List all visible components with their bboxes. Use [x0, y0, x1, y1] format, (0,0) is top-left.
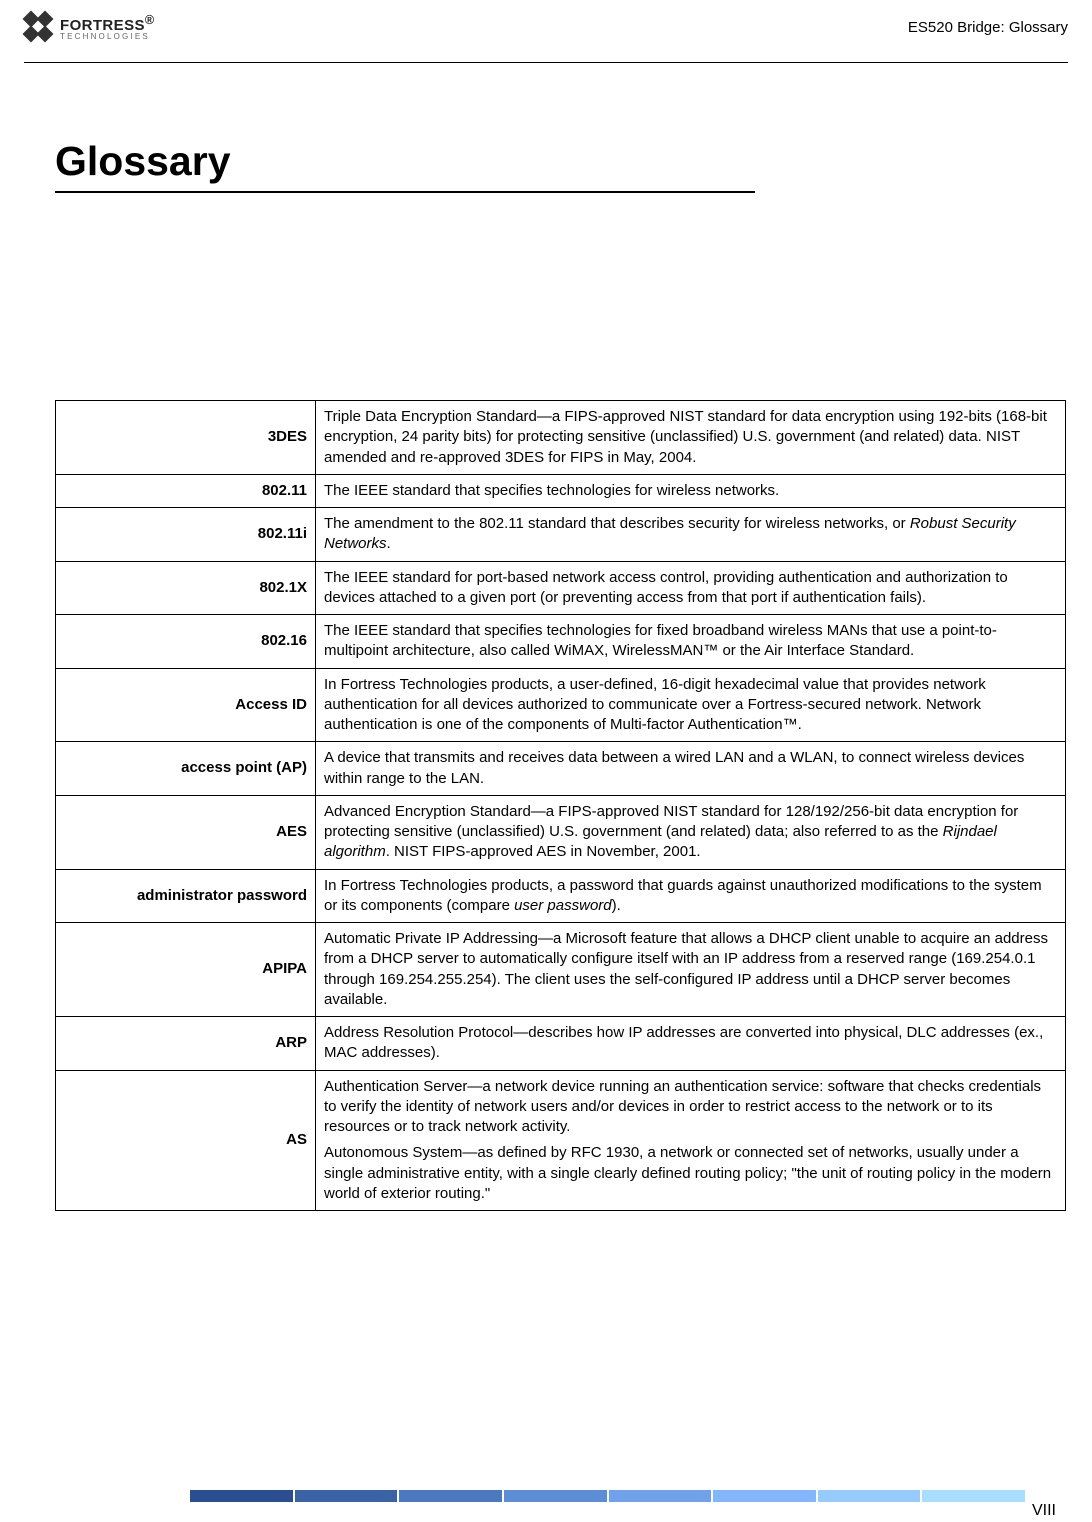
glossary-definition: A device that transmits and receives dat… [316, 742, 1066, 796]
glossary-row: 802.1XThe IEEE standard for port-based n… [56, 561, 1066, 615]
glossary-definition: Authentication Server—a network device r… [316, 1070, 1066, 1211]
glossary-term: APIPA [56, 923, 316, 1017]
glossary-term: access point (AP) [56, 742, 316, 796]
brand-logo: FORTRESS® TECHNOLOGIES [24, 12, 155, 42]
glossary-definition: In Fortress Technologies products, a pas… [316, 869, 1066, 923]
glossary-row: 802.16The IEEE standard that specifies t… [56, 615, 1066, 669]
glossary-row: APIPAAutomatic Private IP Addressing—a M… [56, 923, 1066, 1017]
glossary-term: administrator password [56, 869, 316, 923]
footer-bar-segment [713, 1490, 818, 1502]
glossary-definition: The IEEE standard that specifies technol… [316, 474, 1066, 507]
page-number: VIII [1032, 1502, 1056, 1520]
brand-subline: TECHNOLOGIES [60, 33, 155, 41]
header-rule [24, 62, 1068, 63]
glossary-row: ARPAddress Resolution Protocol—describes… [56, 1017, 1066, 1071]
brand-logo-mark [24, 12, 54, 42]
footer-bar-segment [922, 1490, 1025, 1502]
glossary-term: ARP [56, 1017, 316, 1071]
glossary-row: AESAdvanced Encryption Standard—a FIPS-a… [56, 795, 1066, 869]
glossary-term: Access ID [56, 668, 316, 742]
page-title: Glossary [55, 138, 755, 185]
glossary-definition: Triple Data Encryption Standard—a FIPS-a… [316, 401, 1066, 475]
footer-color-bar [190, 1490, 1025, 1502]
page-header: FORTRESS® TECHNOLOGIES ES520 Bridge: Glo… [24, 12, 1068, 42]
title-block: Glossary [55, 138, 755, 193]
glossary-term: 3DES [56, 401, 316, 475]
glossary-row: 3DESTriple Data Encryption Standard—a FI… [56, 401, 1066, 475]
glossary-term: AS [56, 1070, 316, 1211]
glossary-row: ASAuthentication Server—a network device… [56, 1070, 1066, 1211]
glossary-row: administrator passwordIn Fortress Techno… [56, 869, 1066, 923]
glossary-term: 802.1X [56, 561, 316, 615]
glossary-term: 802.11i [56, 508, 316, 562]
glossary-term: 802.11 [56, 474, 316, 507]
glossary-table-body: 3DESTriple Data Encryption Standard—a FI… [56, 401, 1066, 1211]
glossary-row: 802.11The IEEE standard that specifies t… [56, 474, 1066, 507]
glossary-row: 802.11iThe amendment to the 802.11 stand… [56, 508, 1066, 562]
brand-logo-text: FORTRESS® TECHNOLOGIES [60, 14, 155, 41]
glossary-definition: The IEEE standard for port-based network… [316, 561, 1066, 615]
glossary-definition: Address Resolution Protocol—describes ho… [316, 1017, 1066, 1071]
footer-bar-segment [504, 1490, 609, 1502]
glossary-term: AES [56, 795, 316, 869]
footer-bar-segment [399, 1490, 504, 1502]
footer-bar-segment [295, 1490, 400, 1502]
glossary-row: access point (AP)A device that transmits… [56, 742, 1066, 796]
document-title-header: ES520 Bridge: Glossary [908, 19, 1068, 36]
brand-registered-mark: ® [145, 13, 155, 27]
glossary-table: 3DESTriple Data Encryption Standard—a FI… [55, 400, 1066, 1211]
glossary-definition: The IEEE standard that specifies technol… [316, 615, 1066, 669]
glossary-definition: Automatic Private IP Addressing—a Micros… [316, 923, 1066, 1017]
glossary-definition: The amendment to the 802.11 standard tha… [316, 508, 1066, 562]
brand-name: FORTRESS [60, 17, 145, 34]
glossary-row: Access IDIn Fortress Technologies produc… [56, 668, 1066, 742]
footer-bar-segment [818, 1490, 923, 1502]
glossary-definition: Advanced Encryption Standard—a FIPS-appr… [316, 795, 1066, 869]
glossary-term: 802.16 [56, 615, 316, 669]
page: FORTRESS® TECHNOLOGIES ES520 Bridge: Glo… [0, 0, 1092, 1522]
glossary-definition: In Fortress Technologies products, a use… [316, 668, 1066, 742]
footer-bar-segment [609, 1490, 714, 1502]
title-underline [55, 191, 755, 193]
footer-bar-segment [190, 1490, 295, 1502]
